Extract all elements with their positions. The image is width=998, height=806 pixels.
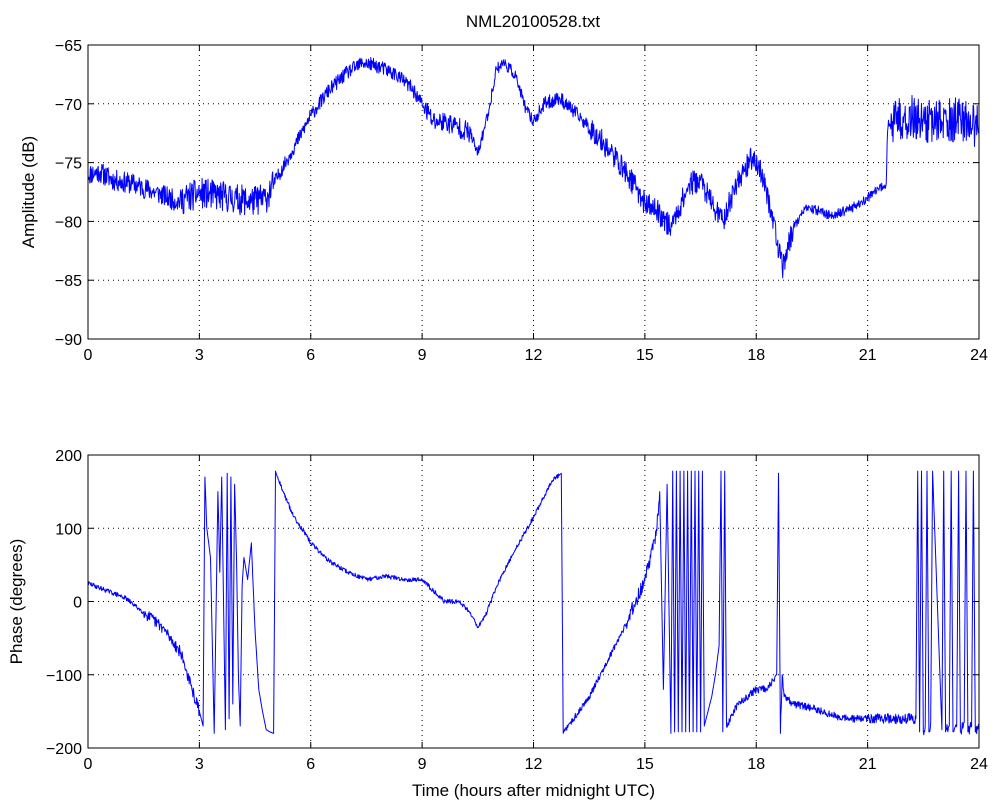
amplitude-y-tick-label: −90 [55, 332, 82, 349]
phase-y-tick-label: 200 [55, 448, 82, 465]
phase-panel: 0 3 6 9 12 15 18 21 24 −200 −100 0 100 200 Phase (degr… [7, 448, 988, 800]
phase-y-axis-label: Phase (degrees) [7, 539, 26, 665]
amplitude-x-tick-label: 0 [84, 347, 93, 364]
amplitude-y-tick-label: −80 [55, 214, 82, 231]
phase-series-line [87, 470, 980, 736]
amplitude-x-tick-label: 6 [306, 347, 315, 364]
phase-x-tick-label: 24 [970, 756, 988, 773]
phase-x-tick-label: 3 [195, 756, 204, 773]
phase-y-tick-label: −100 [46, 668, 82, 685]
amplitude-x-tick-label: 24 [970, 347, 988, 364]
phase-y-tick-label: −200 [46, 741, 82, 758]
phase-x-tick-label: 0 [84, 756, 93, 773]
amplitude-x-tick-label: 21 [859, 347, 877, 364]
phase-x-tick-label: 6 [306, 756, 315, 773]
amplitude-y-tick-label: −85 [55, 273, 82, 290]
phase-y-tick-label: 100 [55, 521, 82, 538]
amplitude-x-tick-label: 3 [195, 347, 204, 364]
phase-x-tick-label: 15 [636, 756, 654, 773]
amplitude-y-tick-label: −70 [55, 97, 82, 114]
phase-y-tick-label: 0 [73, 595, 82, 612]
amplitude-y-tick-label: −65 [55, 38, 82, 55]
amplitude-y-axis-label: Amplitude (dB) [19, 136, 38, 248]
amplitude-x-tick-label: 12 [525, 347, 543, 364]
amplitude-series-line [87, 57, 980, 279]
amplitude-y-tick-label: −75 [55, 156, 82, 173]
phase-x-tick-label: 9 [418, 756, 427, 773]
phase-x-tick-label: 21 [859, 756, 877, 773]
chart-title: NML20100528.txt [466, 12, 600, 31]
phase-x-axis-label: Time (hours after midnight UTC) [412, 781, 655, 800]
phase-x-tick-label: 18 [747, 756, 765, 773]
amplitude-x-tick-label: 18 [747, 347, 765, 364]
amplitude-panel: 0 3 6 9 12 15 18 21 24 −90 −85 −80 −75 −70 −65 Amplitud… [19, 38, 988, 364]
amplitude-x-tick-label: 9 [418, 347, 427, 364]
amplitude-x-tick-label: 15 [636, 347, 654, 364]
phase-x-tick-label: 12 [525, 756, 543, 773]
